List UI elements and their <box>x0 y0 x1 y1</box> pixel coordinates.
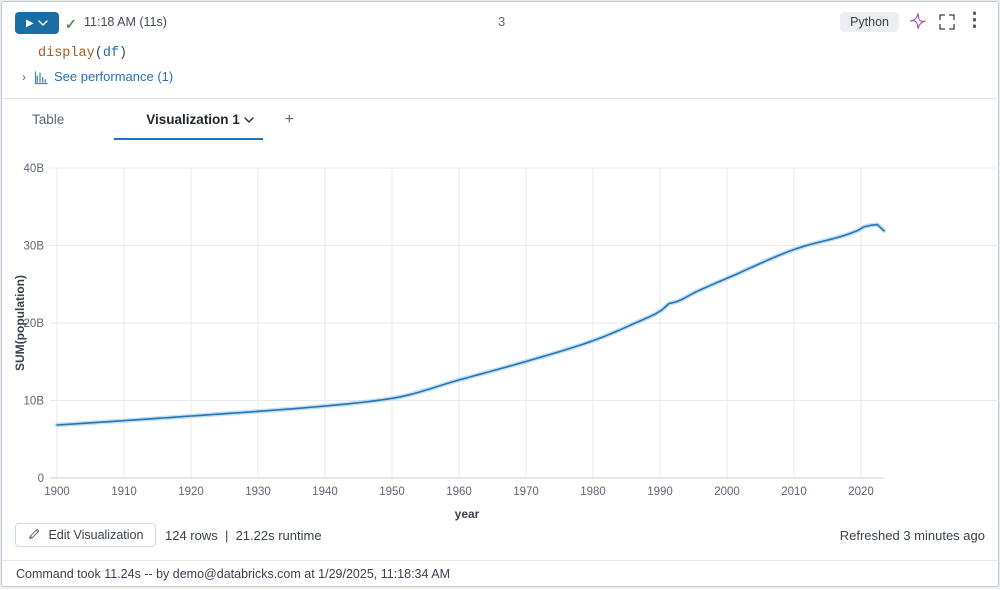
svg-text:1910: 1910 <box>111 486 137 498</box>
svg-text:1970: 1970 <box>513 486 539 498</box>
svg-text:0: 0 <box>38 473 44 485</box>
svg-text:1920: 1920 <box>178 486 204 498</box>
svg-text:year: year <box>455 507 480 521</box>
svg-text:SUM(population): SUM(population) <box>13 275 27 371</box>
svg-text:1950: 1950 <box>379 486 405 498</box>
svg-text:2020: 2020 <box>848 486 874 498</box>
svg-text:1960: 1960 <box>446 486 472 498</box>
svg-text:1980: 1980 <box>580 486 606 498</box>
svg-text:1940: 1940 <box>312 486 338 498</box>
svg-text:10B: 10B <box>24 396 45 408</box>
svg-text:2000: 2000 <box>714 486 740 498</box>
svg-text:1930: 1930 <box>245 486 271 498</box>
svg-text:40B: 40B <box>24 163 45 175</box>
svg-text:1990: 1990 <box>647 486 673 498</box>
svg-text:2010: 2010 <box>781 486 807 498</box>
svg-text:30B: 30B <box>24 241 45 253</box>
svg-text:1900: 1900 <box>44 486 70 498</box>
